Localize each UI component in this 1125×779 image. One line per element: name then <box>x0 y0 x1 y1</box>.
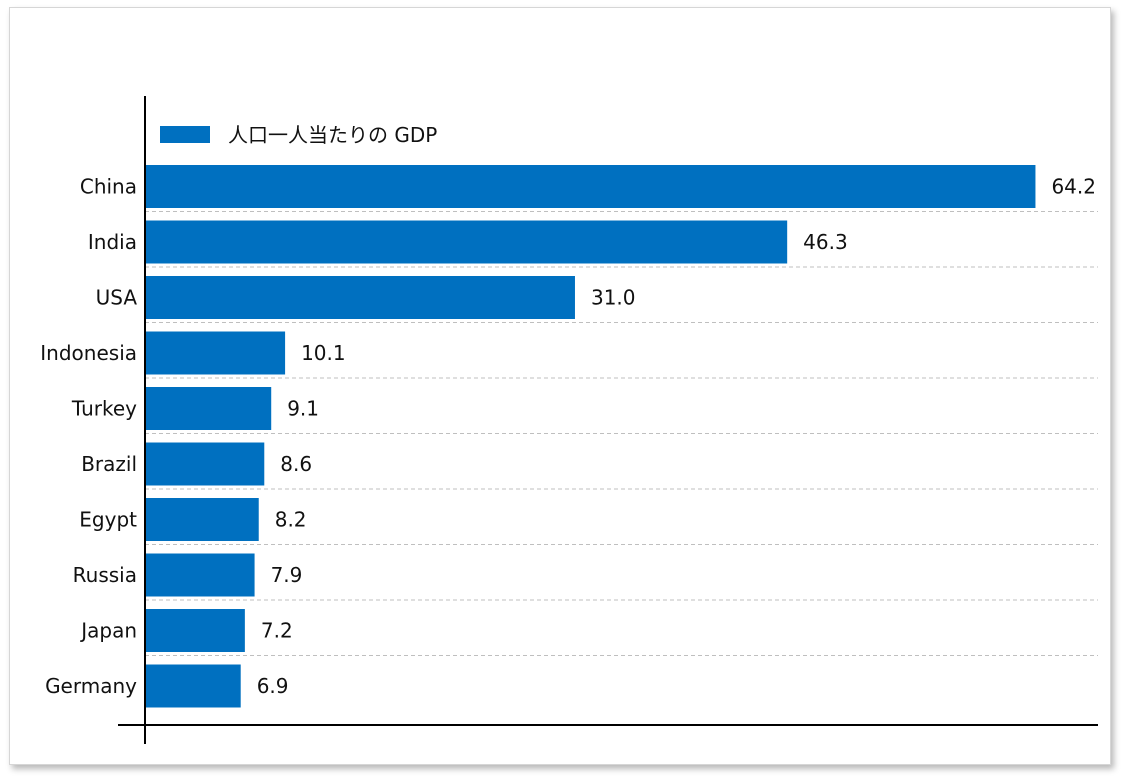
bars <box>145 165 1036 708</box>
gridlines <box>145 211 1098 656</box>
data-label: 9.1 <box>287 397 319 421</box>
data-label: 6.9 <box>257 674 289 698</box>
category-label: China <box>80 175 137 199</box>
category-label: Germany <box>45 674 137 698</box>
labels: China 64.2 India 46.3 USA 31.0 Indonesia 10.1 Tu… <box>40 175 1096 699</box>
bar-egypt <box>145 498 259 541</box>
category-label: Japan <box>79 619 137 643</box>
data-label: 8.2 <box>275 508 307 532</box>
bar-brazil <box>145 442 265 486</box>
category-label: Turkey <box>71 397 137 421</box>
bar-indonesia <box>145 331 286 375</box>
bar-india <box>145 220 788 264</box>
bar-japan <box>145 609 245 652</box>
bar-turkey <box>145 387 272 430</box>
data-label: 8.6 <box>280 452 312 476</box>
category-label: Egypt <box>79 508 137 532</box>
legend: 人口一人当たりの GDP <box>160 123 437 147</box>
category-label: India <box>88 230 137 254</box>
bar-russia <box>145 553 255 597</box>
legend-label: 人口一人当たりの GDP <box>228 123 437 147</box>
category-label: Indonesia <box>40 341 137 365</box>
category-label: Russia <box>73 563 137 587</box>
bar-usa <box>145 276 575 319</box>
data-label: 64.2 <box>1051 175 1096 199</box>
data-label: 7.2 <box>261 619 293 643</box>
data-label: 31.0 <box>591 286 636 310</box>
data-label: 46.3 <box>803 230 848 254</box>
legend-swatch <box>160 126 210 143</box>
data-label: 7.9 <box>271 563 303 587</box>
data-label: 10.1 <box>301 341 346 365</box>
bar-germany <box>145 664 241 708</box>
category-label: Brazil <box>81 452 137 476</box>
category-label: USA <box>96 286 138 310</box>
bar-china <box>145 165 1036 208</box>
